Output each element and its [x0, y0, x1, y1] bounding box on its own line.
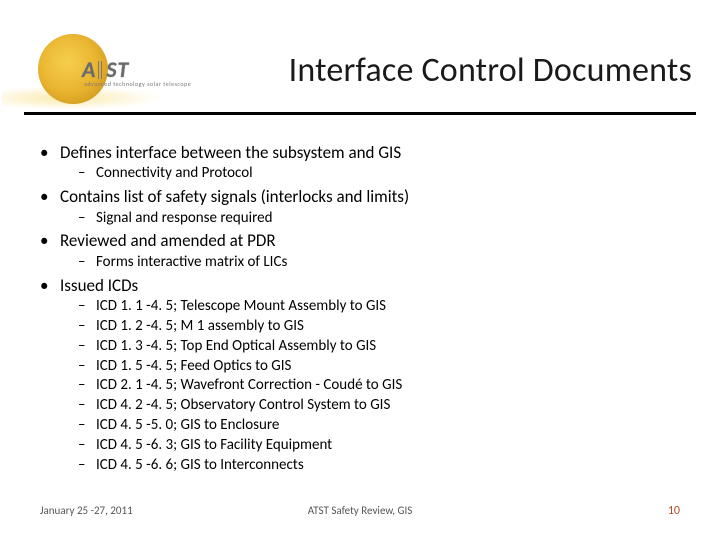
footer-center: ATST Safety Review, GIS	[40, 504, 680, 517]
bullet-text: ICD 4. 5 -6. 6; GIS to Interconnects	[96, 456, 304, 474]
bullet-text: ICD 4. 2 -4. 5; Observatory Control Syst…	[96, 396, 390, 414]
bullet-l2: ICD 1. 5 -4. 5; Feed Optics to GIS	[40, 357, 690, 377]
bullet-text: Issued ICDs	[60, 275, 138, 296]
bullet-l2: ICD 2. 1 -4. 5; Wavefront Correction - C…	[40, 376, 690, 396]
bullet-text: ICD 4. 5 -6. 3; GIS to Facility Equipmen…	[96, 436, 332, 454]
bullet-text: Forms interactive matrix of LICs	[96, 253, 287, 271]
bullet-text: Defines interface between the subsystem …	[60, 142, 401, 163]
bullet-text: ICD 4. 5 -5. 0; GIS to Enclosure	[96, 416, 279, 434]
bullet-text: ICD 2. 1 -4. 5; Wavefront Correction - C…	[96, 376, 402, 394]
bullet-l2: ICD 4. 5 -6. 3; GIS to Facility Equipmen…	[40, 436, 690, 456]
bullet-l2: ICD 1. 1 -4. 5; Telescope Mount Assembly…	[40, 297, 690, 317]
content: Defines interface between the subsystem …	[40, 140, 690, 475]
bullet-l2: ICD 4. 2 -4. 5; Observatory Control Syst…	[40, 396, 690, 416]
header: AST advanced technology solar telescope …	[0, 0, 720, 120]
bullet-l1: Contains list of safety signals (interlo…	[40, 186, 690, 208]
page-title: Interface Control Documents	[289, 50, 692, 91]
bullet-l2: Forms interactive matrix of LICs	[40, 253, 690, 273]
logo-text: AST	[82, 56, 129, 83]
bullet-l1: Issued ICDs	[40, 275, 690, 297]
bullet-text: Signal and response required	[96, 209, 272, 227]
footer: January 25 -27, 2011 ATST Safety Review,…	[40, 504, 680, 518]
page-number: 10	[668, 504, 680, 518]
bullet-l2: ICD 1. 3 -4. 5; Top End Optical Assembly…	[40, 337, 690, 357]
footer-date: January 25 -27, 2011	[40, 504, 133, 517]
atst-logo: AST advanced technology solar telescope	[20, 30, 200, 106]
bullet-l2: ICD 4. 5 -6. 6; GIS to Interconnects	[40, 456, 690, 476]
bullet-l2: Connectivity and Protocol	[40, 164, 690, 184]
bullet-l2: ICD 4. 5 -5. 0; GIS to Enclosure	[40, 416, 690, 436]
bullet-l2: Signal and response required	[40, 209, 690, 229]
logo-subtext: advanced technology solar telescope	[84, 80, 191, 88]
bullet-l1: Reviewed and amended at PDR	[40, 230, 690, 252]
bullet-text: Contains list of safety signals (interlo…	[60, 186, 409, 207]
bullet-text: ICD 1. 3 -4. 5; Top End Optical Assembly…	[96, 337, 376, 355]
bullet-l1: Defines interface between the subsystem …	[40, 142, 690, 164]
slide: AST advanced technology solar telescope …	[0, 0, 720, 540]
bullet-l2: ICD 1. 2 -4. 5; M 1 assembly to GIS	[40, 317, 690, 337]
header-rule	[24, 112, 696, 115]
bullet-text: ICD 1. 1 -4. 5; Telescope Mount Assembly…	[96, 297, 386, 315]
bullet-text: Connectivity and Protocol	[96, 164, 253, 182]
bullet-text: Reviewed and amended at PDR	[60, 230, 276, 251]
bullet-text: ICD 1. 2 -4. 5; M 1 assembly to GIS	[96, 317, 304, 335]
bullet-text: ICD 1. 5 -4. 5; Feed Optics to GIS	[96, 357, 291, 375]
